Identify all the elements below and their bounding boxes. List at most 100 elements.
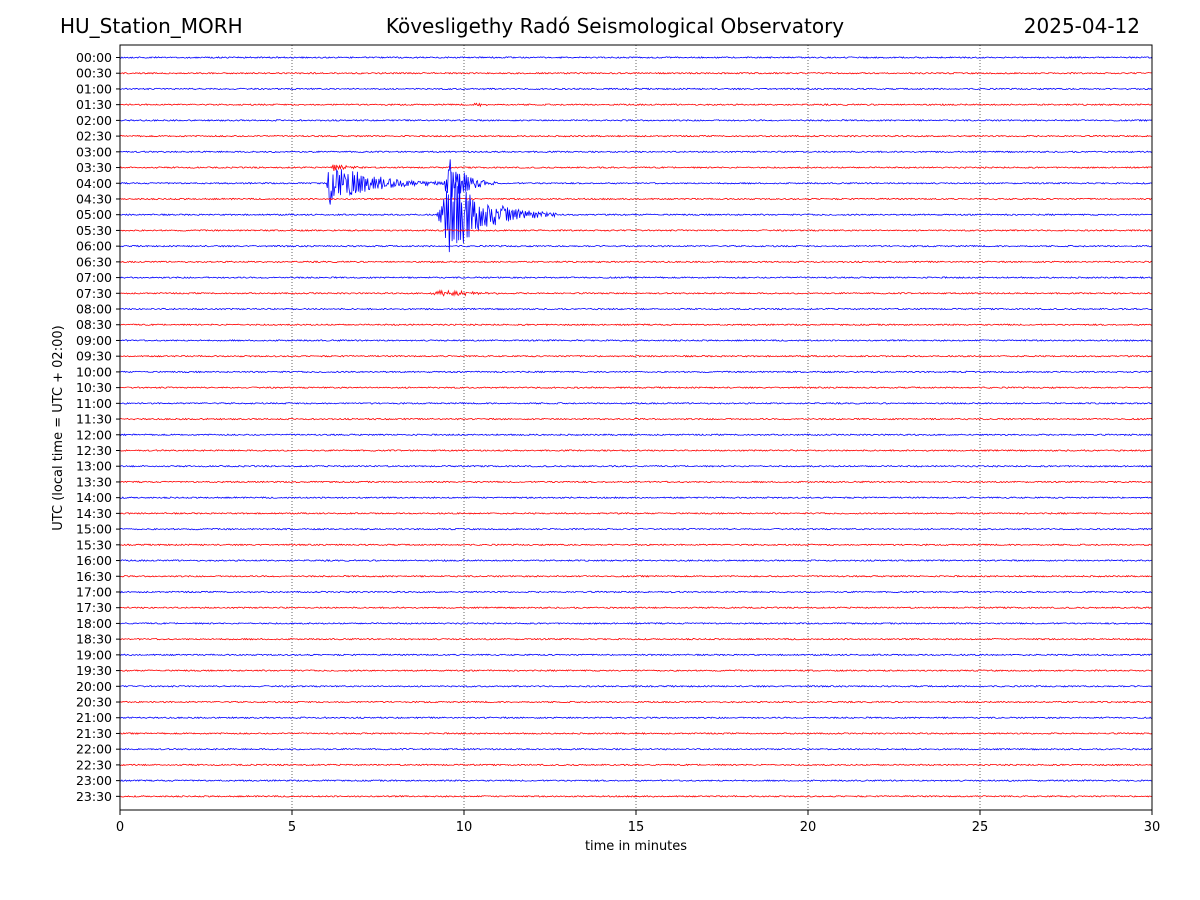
y-tick-label: 16:30 [76, 569, 112, 584]
y-tick-label: 20:30 [76, 695, 112, 710]
y-tick-label: 19:00 [76, 647, 112, 662]
y-tick-label: 01:00 [76, 81, 112, 96]
trace-row-2230 [120, 763, 1153, 767]
y-axis-label: UTC (local time = UTC + 02:00) [51, 325, 66, 530]
x-tick-label: 25 [972, 820, 989, 835]
x-tick-label: 30 [1144, 820, 1161, 835]
y-tick-label: 08:30 [76, 317, 112, 332]
y-tick-label: 13:30 [76, 474, 112, 489]
trace-row-2130 [119, 732, 1153, 735]
observatory-title: Kövesligethy Radó Seismological Observat… [385, 14, 845, 38]
trace-row-0530 [119, 229, 1153, 232]
trace-row-0500 [119, 171, 1153, 253]
trace-row-0100 [119, 87, 1153, 91]
trace-row-1800 [119, 622, 1153, 625]
date-title: 2025-04-12 [1023, 14, 1140, 38]
y-tick-label: 03:00 [76, 144, 112, 159]
y-tick-label: 06:00 [76, 239, 112, 254]
y-tick-label: 11:00 [76, 396, 112, 411]
y-tick-label: 22:30 [76, 757, 112, 772]
y-tick-label: 15:30 [76, 537, 112, 552]
trace-row-2330 [119, 794, 1153, 798]
y-tick-label: 12:30 [76, 443, 112, 458]
trace-row-1330 [119, 480, 1153, 484]
trace-row-1700 [119, 590, 1153, 594]
trace-row-1730 [119, 606, 1153, 610]
trace-row-0330 [119, 164, 1153, 171]
x-tick-label: 20 [800, 820, 817, 835]
y-tick-label: 07:30 [76, 286, 112, 301]
y-tick-label: 18:30 [76, 632, 112, 647]
x-axis-label: time in minutes [585, 839, 687, 854]
y-tick-label: 19:30 [76, 663, 112, 678]
y-tick-label: 23:30 [76, 789, 112, 804]
trace-row-1500 [119, 527, 1153, 531]
trace-row-1030 [119, 386, 1153, 389]
y-tick-label: 08:00 [76, 302, 112, 317]
y-tick-label: 21:30 [76, 726, 112, 741]
trace-row-2000 [119, 684, 1153, 688]
trace-row-2030 [119, 700, 1153, 704]
y-tick-label: 23:00 [76, 773, 112, 788]
trace-row-1930 [119, 669, 1153, 672]
trace-row-0030 [119, 71, 1153, 75]
trace-row-0300 [119, 150, 1153, 154]
y-tick-label: 05:00 [76, 207, 112, 222]
trace-row-2100 [119, 716, 1153, 720]
y-tick-labels: 00:0000:3001:0001:3002:0002:3003:0003:30… [76, 50, 120, 804]
trace-row-0900 [119, 339, 1153, 342]
trace-row-0430 [119, 197, 1153, 201]
x-tick-labels: 0 5 10 15 20 25 30 [116, 810, 1160, 835]
trace-row-2300 [119, 779, 1153, 782]
y-tick-label: 22:00 [76, 742, 112, 757]
y-tick-label: 03:30 [76, 160, 112, 175]
grid-lines [291, 45, 981, 810]
trace-row-1000 [119, 370, 1153, 374]
trace-row-0600 [119, 244, 1153, 248]
trace-row-1900 [119, 653, 1153, 657]
y-tick-label: 02:30 [76, 129, 112, 144]
y-tick-label: 06:30 [76, 254, 112, 269]
trace-row-1400 [119, 496, 1153, 499]
trace-row-0130 [119, 102, 1153, 108]
trace-row-1530 [119, 543, 1153, 547]
y-tick-label: 14:00 [76, 490, 112, 505]
y-tick-label: 04:00 [76, 176, 112, 191]
trace-row-0230 [119, 134, 1153, 138]
trace-row-1600 [120, 559, 1153, 562]
trace-row-1130 [119, 417, 1153, 421]
y-tick-label: 16:00 [76, 553, 112, 568]
y-tick-label: 10:00 [76, 364, 112, 379]
y-tick-label: 17:30 [76, 600, 112, 615]
x-tick-label: 10 [456, 820, 473, 835]
y-tick-label: 13:00 [76, 459, 112, 474]
trace-row-0200 [119, 119, 1153, 122]
y-tick-label: 14:30 [76, 506, 112, 521]
y-tick-label: 04:30 [76, 191, 112, 206]
trace-row-0000 [119, 56, 1153, 59]
y-tick-label: 10:30 [76, 380, 112, 395]
trace-row-0630 [119, 260, 1153, 264]
trace-row-1100 [119, 401, 1153, 405]
y-tick-label: 07:00 [76, 270, 112, 285]
x-tick-label: 0 [116, 820, 124, 835]
trace-row-1430 [119, 512, 1153, 515]
y-tick-label: 15:00 [76, 522, 112, 537]
trace-row-0400 [119, 159, 1153, 205]
y-tick-label: 05:30 [76, 223, 112, 238]
y-tick-label: 01:30 [76, 97, 112, 112]
y-tick-label: 12:00 [76, 427, 112, 442]
y-tick-label: 09:30 [76, 349, 112, 364]
y-tick-label: 21:00 [76, 710, 112, 725]
y-tick-label: 18:00 [76, 616, 112, 631]
trace-row-1230 [119, 449, 1153, 452]
y-tick-label: 00:00 [76, 50, 112, 65]
y-tick-label: 17:00 [76, 584, 112, 599]
trace-row-0730 [119, 289, 1153, 297]
station-title: HU_Station_MORH [60, 14, 243, 38]
trace-row-0700 [119, 276, 1153, 279]
y-tick-label: 20:00 [76, 679, 112, 694]
trace-row-2200 [119, 747, 1153, 751]
trace-row-0930 [119, 354, 1153, 358]
